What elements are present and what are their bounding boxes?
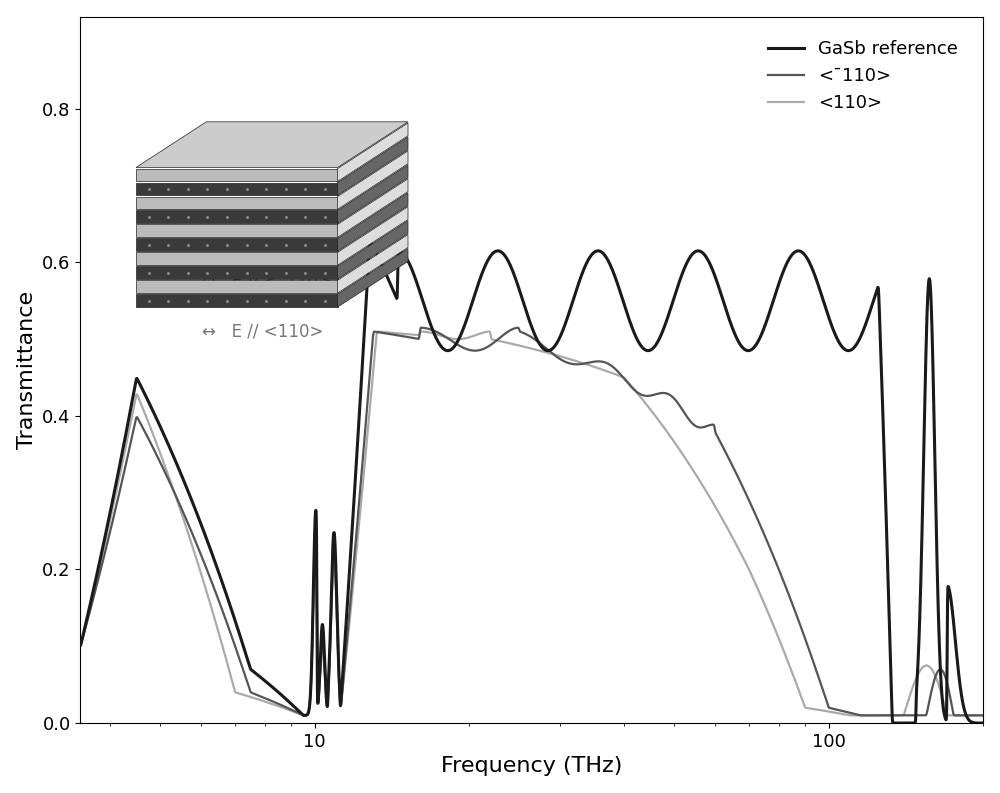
Polygon shape: [338, 137, 408, 195]
Polygon shape: [136, 252, 338, 265]
X-axis label: Frequency (THz): Frequency (THz): [441, 757, 623, 776]
Text: ↔   E // <110>: ↔ E // <110>: [202, 322, 324, 340]
Polygon shape: [136, 224, 338, 237]
Polygon shape: [338, 123, 408, 182]
Polygon shape: [338, 207, 408, 265]
Polygon shape: [338, 193, 408, 251]
Polygon shape: [338, 151, 408, 209]
Text: ⊙   E // <¯110>: ⊙ E // <¯110>: [202, 273, 332, 290]
Polygon shape: [338, 220, 408, 279]
Polygon shape: [136, 197, 338, 209]
Polygon shape: [136, 210, 338, 224]
Polygon shape: [136, 169, 338, 182]
Polygon shape: [338, 235, 408, 293]
Polygon shape: [338, 165, 408, 224]
Polygon shape: [136, 239, 338, 251]
Polygon shape: [136, 122, 408, 167]
Polygon shape: [136, 280, 338, 293]
Polygon shape: [136, 294, 338, 307]
Polygon shape: [338, 178, 408, 237]
Polygon shape: [338, 248, 408, 307]
Polygon shape: [136, 266, 338, 279]
Polygon shape: [136, 182, 338, 195]
Y-axis label: Transmittance: Transmittance: [17, 291, 37, 449]
Legend: GaSb reference, <¯110>, <110>: GaSb reference, <¯110>, <110>: [760, 33, 965, 119]
